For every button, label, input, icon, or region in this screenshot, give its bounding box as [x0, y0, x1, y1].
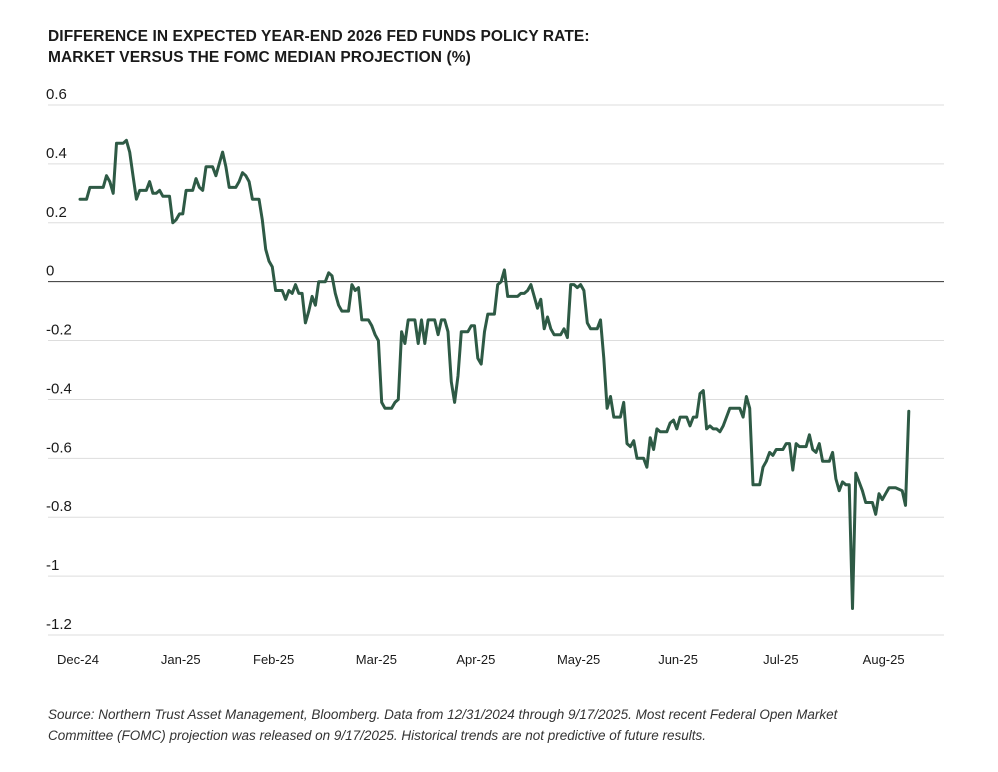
chart-title-line-1: DIFFERENCE IN EXPECTED YEAR-END 2026 FED…: [48, 28, 590, 45]
x-tick-label: Apr-25: [456, 652, 495, 667]
chart-title: DIFFERENCE IN EXPECTED YEAR-END 2026 FED…: [48, 26, 948, 68]
x-tick-label: Mar-25: [356, 652, 397, 667]
gridlines: [48, 104, 944, 636]
y-tick-label: 0.4: [46, 145, 67, 162]
line-chart: 0.6 0.4 0.2 0 -0.2 -0.4 -0.6 -0.8 -1 -1.2 Dec-24 J…: [46, 86, 944, 667]
source-note-line-1: Source: Northern Trust Asset Management,…: [48, 707, 838, 722]
y-tick-label: -0.6: [46, 439, 72, 456]
y-tick-label: -0.8: [46, 498, 72, 515]
source-note-line-2: Committee (FOMC) projection was released…: [48, 728, 707, 743]
y-tick-label: 0.2: [46, 204, 67, 221]
y-tick-label: 0: [46, 263, 54, 280]
y-tick-label: -0.4: [46, 380, 72, 397]
x-tick-label: Jun-25: [658, 652, 698, 667]
x-tick-label: Dec-24: [57, 652, 99, 667]
y-tick-label: -1.2: [46, 616, 72, 633]
chart-title-line-2: MARKET VERSUS THE FOMC MEDIAN PROJECTION…: [48, 49, 471, 66]
x-tick-label: Jan-25: [161, 652, 201, 667]
series-line: [78, 138, 911, 610]
x-tick-label: Jul-25: [763, 652, 798, 667]
series-layer: [78, 138, 911, 610]
x-tick-label: Feb-25: [253, 652, 294, 667]
x-axis: Dec-24 Jan-25 Feb-25 Mar-25 Apr-25 May-25 Jun-…: [57, 652, 905, 667]
y-axis: 0.6 0.4 0.2 0 -0.2 -0.4 -0.6 -0.8 -1 -1.2: [46, 86, 72, 633]
y-tick-label: 0.6: [46, 86, 67, 103]
y-tick-label: -0.2: [46, 322, 72, 339]
x-tick-label: May-25: [557, 652, 600, 667]
source-note: Source: Northern Trust Asset Management,…: [48, 704, 948, 746]
y-tick-label: -1: [46, 557, 59, 574]
x-tick-label: Aug-25: [863, 652, 905, 667]
